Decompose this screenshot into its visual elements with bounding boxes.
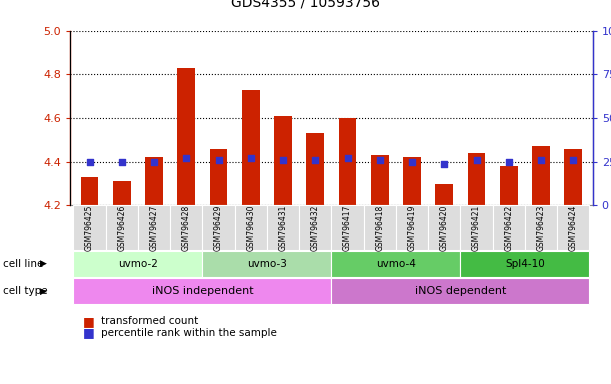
Text: transformed count: transformed count (101, 316, 198, 326)
Text: ▶: ▶ (40, 259, 47, 268)
Text: GSM796418: GSM796418 (375, 204, 384, 251)
Point (343, 155, 353, 161)
Text: cell type: cell type (3, 286, 48, 296)
Bar (177, 68, 196, 205)
Bar (242, 90, 260, 205)
Point (117, 159, 126, 165)
Text: uvmo-3: uvmo-3 (247, 259, 287, 269)
Text: GSM796427: GSM796427 (150, 204, 159, 251)
Point (246, 155, 256, 161)
Text: GSM796417: GSM796417 (343, 204, 352, 251)
Point (278, 157, 288, 163)
Text: GDS4355 / 10593756: GDS4355 / 10593756 (231, 0, 380, 10)
Point (149, 159, 159, 165)
Text: GSM796430: GSM796430 (246, 204, 255, 251)
Text: GSM796426: GSM796426 (117, 204, 126, 251)
Bar (210, 149, 227, 205)
Text: GSM796428: GSM796428 (182, 204, 191, 251)
Text: GSM796424: GSM796424 (569, 204, 578, 251)
Bar (500, 166, 518, 205)
Text: uvmo-2: uvmo-2 (118, 259, 158, 269)
Text: GSM796419: GSM796419 (408, 204, 417, 251)
Point (181, 155, 191, 161)
Text: uvmo-4: uvmo-4 (376, 259, 416, 269)
Point (85, 159, 95, 165)
Bar (532, 146, 550, 205)
Bar (371, 155, 389, 205)
Text: ■: ■ (82, 326, 94, 339)
Text: Spl4-10: Spl4-10 (505, 259, 545, 269)
Text: GSM796421: GSM796421 (472, 204, 481, 251)
Point (375, 157, 385, 163)
Bar (307, 133, 324, 205)
Text: GSM796420: GSM796420 (440, 204, 449, 251)
Point (504, 159, 514, 165)
Bar (113, 181, 131, 205)
Text: GSM796422: GSM796422 (504, 204, 513, 251)
Point (472, 157, 481, 163)
Text: percentile rank within the sample: percentile rank within the sample (101, 328, 277, 338)
Point (310, 157, 320, 163)
Bar (145, 157, 163, 205)
Bar (467, 153, 486, 205)
Point (407, 159, 417, 165)
Text: iNOS independent: iNOS independent (152, 286, 254, 296)
Point (536, 157, 546, 163)
Bar (436, 184, 453, 205)
Text: GSM796432: GSM796432 (311, 204, 320, 251)
Text: ■: ■ (82, 315, 94, 328)
Bar (565, 149, 582, 205)
Text: cell line: cell line (3, 259, 43, 269)
Text: GSM796429: GSM796429 (214, 204, 223, 251)
Text: iNOS dependent: iNOS dependent (415, 286, 506, 296)
Point (568, 157, 578, 163)
Text: GSM796423: GSM796423 (536, 204, 546, 251)
Point (214, 157, 224, 163)
Text: ▶: ▶ (40, 286, 47, 296)
Text: GSM796431: GSM796431 (279, 204, 288, 251)
Point (439, 161, 449, 167)
Bar (81, 177, 98, 205)
Text: GSM796425: GSM796425 (85, 204, 94, 251)
Bar (274, 116, 292, 205)
Bar (403, 157, 421, 205)
Bar (338, 118, 356, 205)
